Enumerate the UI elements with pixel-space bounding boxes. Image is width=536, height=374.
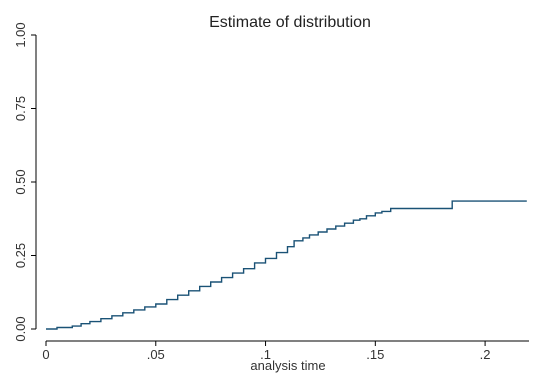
y-tick-label: 0.00 [13,316,28,341]
chart-title: Estimate of distribution [209,14,371,31]
x-axis: 0 .05 .1 .15 .2 [42,340,529,362]
x-tick-label: .15 [366,347,384,362]
y-tick-label: 0.25 [13,243,28,268]
plot-area [46,200,527,330]
x-tick-label: 0 [42,347,49,362]
y-tick-label: 1.00 [13,22,28,47]
y-tick-label: 0.75 [13,96,28,121]
x-tick-label: .05 [147,347,165,362]
series-line [46,200,527,330]
x-tick-label: .2 [480,347,491,362]
x-tick-label: .1 [260,347,271,362]
x-axis-title: analysis time [250,358,325,373]
y-axis: 0.00 0.25 0.50 0.75 1.00 [13,22,37,342]
y-tick-label: 0.50 [13,169,28,194]
